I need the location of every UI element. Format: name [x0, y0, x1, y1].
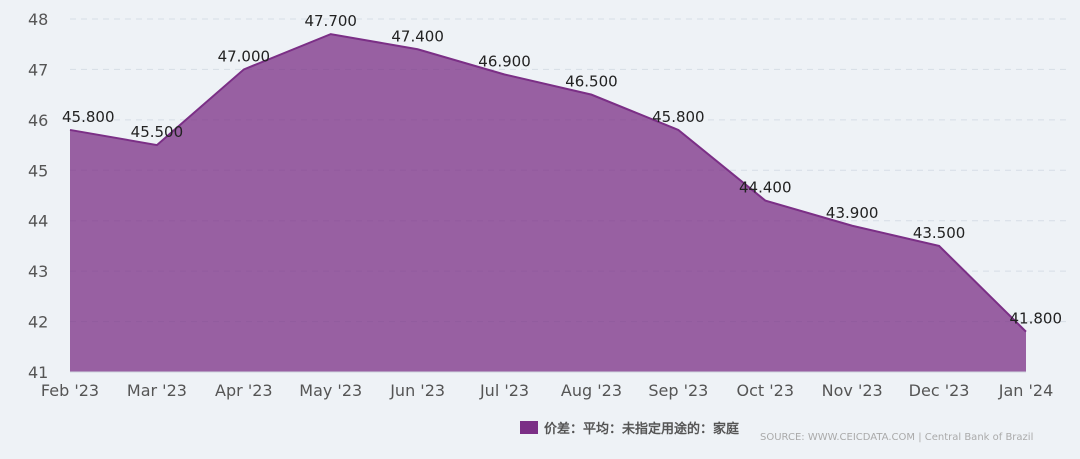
series-area [70, 34, 1026, 372]
series-line [69, 33, 1027, 333]
y-tick-label: 47 [28, 60, 48, 79]
x-tick-label: Nov '23 [822, 381, 883, 400]
y-tick-label: 46 [28, 111, 48, 130]
x-axis: Feb '23 Mar '23 Apr '23 May '23 Jun '23 Jul '… [41, 381, 1053, 400]
legend-label: 价差：平均：未指定用途的：家庭 [544, 422, 740, 437]
x-tick-label: Jan '24 [998, 381, 1054, 400]
data-label: 44.400 [739, 179, 792, 197]
x-tick-label: Apr '23 [215, 381, 273, 400]
data-label: 46.500 [565, 73, 618, 91]
source-note: SOURCE: WWW.CEICDATA.COM | Central Bank … [760, 432, 1034, 443]
y-tick-label: 48 [28, 10, 48, 29]
data-label: 43.900 [826, 204, 879, 222]
y-tick-label: 41 [28, 363, 48, 382]
y-tick-label: 45 [28, 161, 48, 180]
y-axis: 41 42 43 44 45 46 47 48 [28, 10, 48, 382]
x-tick-label: Sep '23 [648, 381, 708, 400]
data-label: 45.800 [62, 108, 115, 126]
x-tick-label: Aug '23 [561, 381, 622, 400]
data-labels: 45.800 45.500 47.000 47.700 47.400 46.900 46.5… [62, 12, 1062, 328]
data-label: 47.700 [304, 12, 357, 30]
data-label: 46.900 [478, 52, 531, 70]
y-tick-label: 44 [28, 212, 48, 231]
data-label: 45.800 [652, 108, 705, 126]
data-label: 45.500 [131, 123, 184, 141]
y-tick-label: 42 [28, 313, 48, 332]
legend-swatch [520, 421, 538, 434]
y-tick-label: 43 [28, 262, 48, 281]
x-tick-label: Jun '23 [389, 381, 445, 400]
x-tick-label: Dec '23 [909, 381, 970, 400]
data-label: 47.400 [391, 27, 444, 45]
data-label: 43.500 [913, 224, 966, 242]
x-tick-label: Jul '23 [479, 381, 529, 400]
data-label: 47.000 [218, 47, 271, 65]
x-tick-label: Mar '23 [127, 381, 187, 400]
area-layer [69, 33, 1027, 373]
legend[interactable]: 价差：平均：未指定用途的：家庭 [520, 418, 739, 437]
x-tick-label: Oct '23 [737, 381, 795, 400]
data-label: 41.800 [1010, 310, 1063, 328]
x-tick-label: May '23 [299, 381, 362, 400]
x-tick-label: Feb '23 [41, 381, 99, 400]
